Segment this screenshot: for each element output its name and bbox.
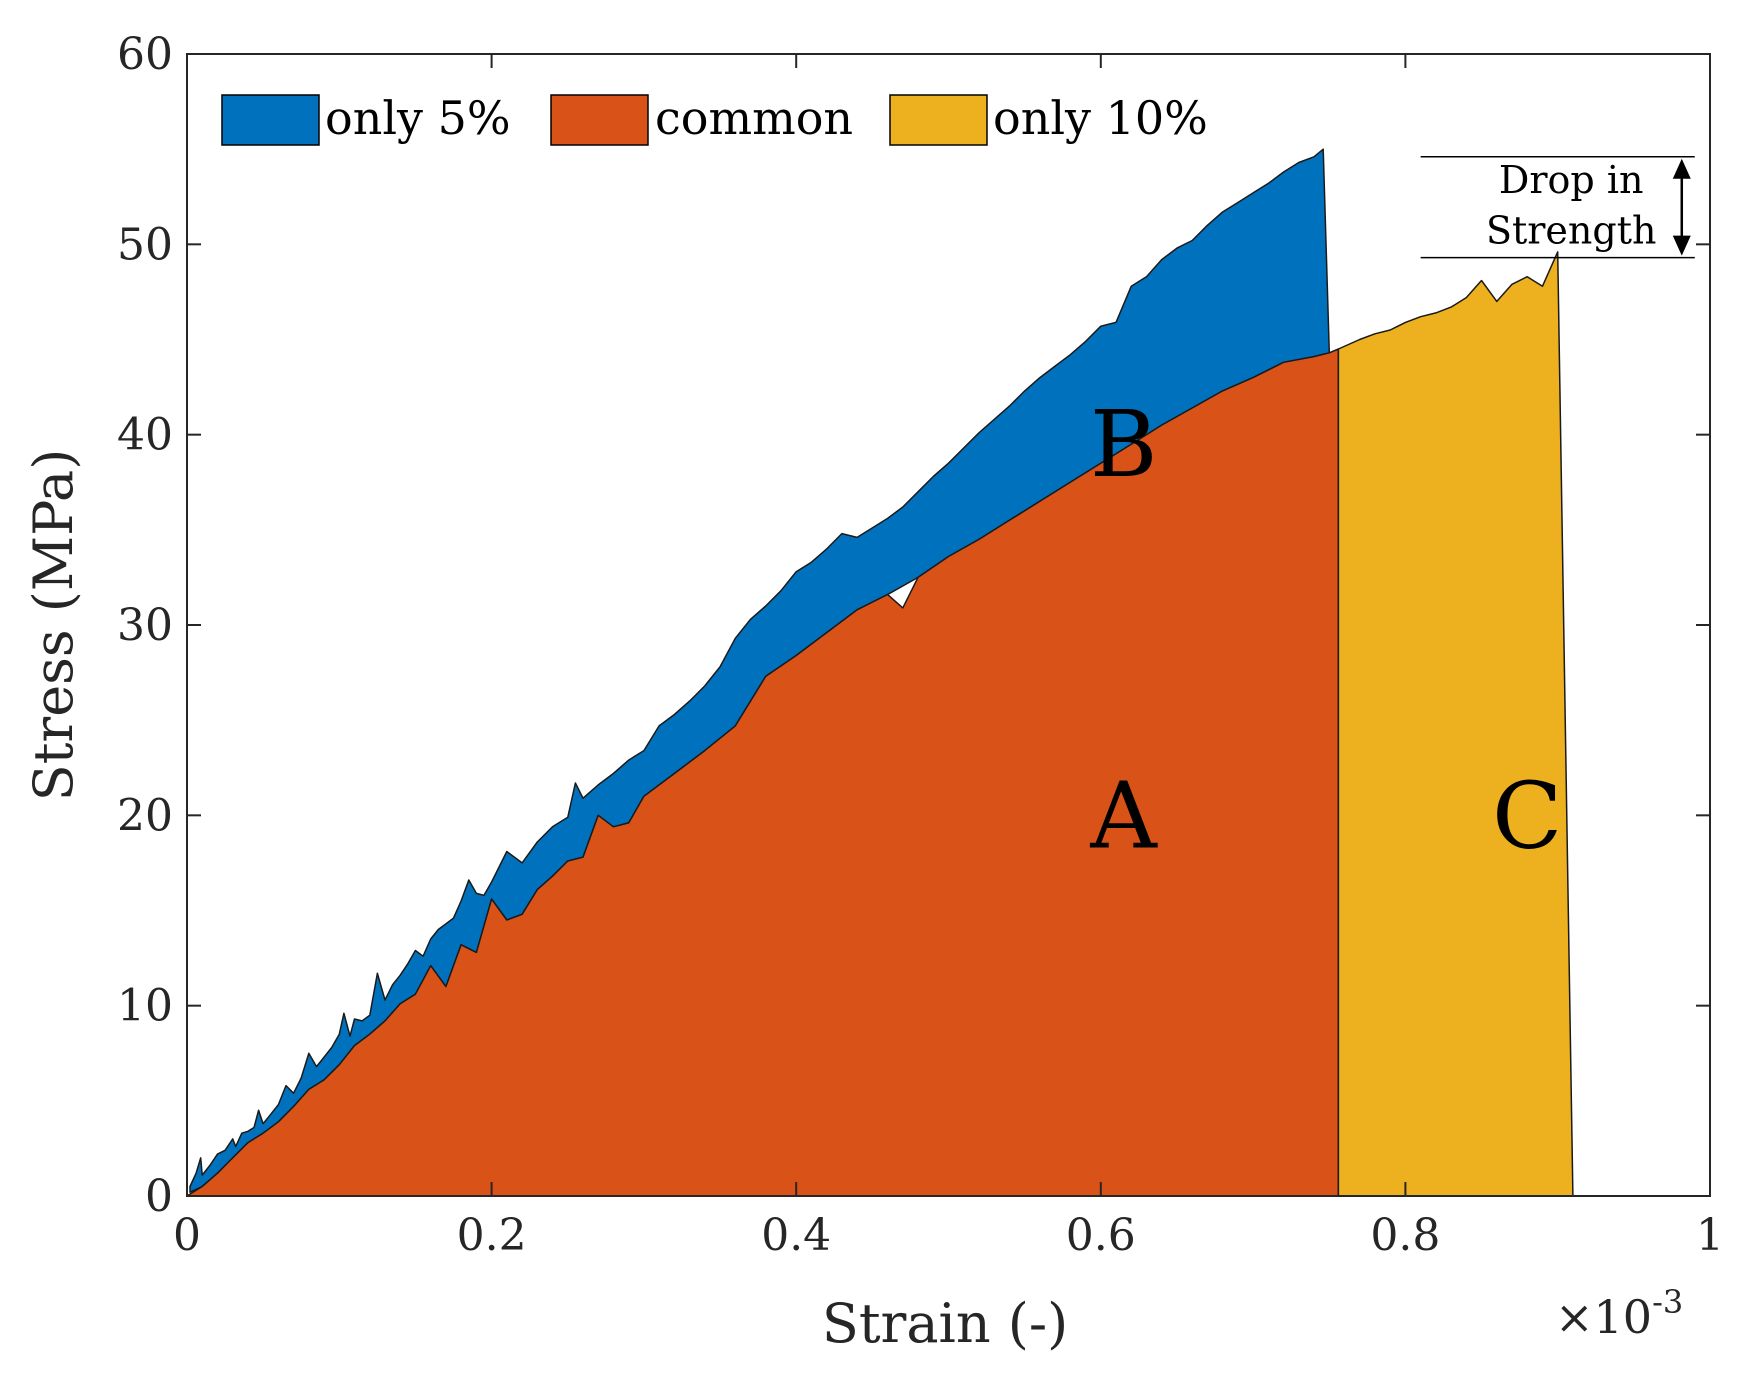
annotation-text-line1: Drop in: [1499, 158, 1644, 202]
area-only10: [1337, 251, 1574, 1197]
x-tick-label: 0.6: [1066, 1210, 1136, 1261]
legend-label-only5: only 5%: [325, 91, 511, 145]
area-common: [186, 348, 1340, 1197]
legend: only 5% common only 10%: [221, 91, 1208, 146]
drop-in-strength-annotation: Drop in Strength: [1420, 156, 1695, 259]
region-label-c: C: [1492, 762, 1562, 869]
y-tick-label: 40: [117, 410, 173, 461]
region-label-a: A: [1089, 762, 1158, 869]
x-axis-label: Strain (-): [822, 1292, 1068, 1355]
region-labels: A B C: [1089, 391, 1562, 869]
plot-areas: [186, 148, 1574, 1197]
y-tick-label: 30: [117, 600, 173, 651]
x-multiplier-base: ×10: [1555, 1290, 1652, 1344]
y-tick-label: 60: [117, 29, 173, 80]
y-tick-label: 20: [117, 790, 173, 841]
x-tick-label: 0: [173, 1210, 201, 1261]
y-tick-label: 10: [117, 981, 173, 1032]
x-tick-label: 0.8: [1370, 1210, 1440, 1261]
x-tick-label: 1: [1696, 1210, 1724, 1261]
legend-label-common: common: [655, 91, 853, 145]
annotation-text-line2: Strength: [1486, 209, 1657, 253]
y-tick-label: 50: [117, 219, 173, 270]
arrow-up-icon: [1672, 158, 1691, 179]
y-tick-label: 0: [145, 1171, 173, 1222]
x-tick-label: 0.2: [457, 1210, 527, 1261]
region-label-b: B: [1090, 391, 1158, 498]
legend-label-only10: only 10%: [993, 91, 1208, 145]
legend-swatch-only5: [221, 94, 320, 146]
x-tick-label: 0.4: [761, 1210, 831, 1261]
legend-swatch-only10: [889, 94, 988, 146]
x-multiplier-exponent: -3: [1652, 1283, 1683, 1321]
y-axis-label: Stress (MPa): [22, 449, 85, 802]
arrow-down-icon: [1672, 235, 1691, 256]
legend-swatch-common: [550, 94, 649, 146]
x-multiplier-label: ×10-3: [1555, 1283, 1683, 1344]
